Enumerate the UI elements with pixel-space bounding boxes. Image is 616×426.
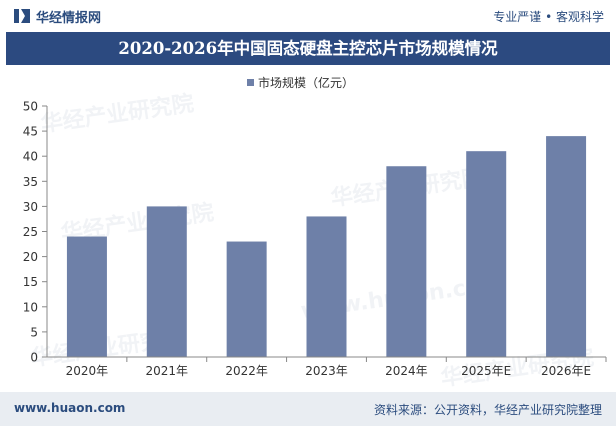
- chart-title: 2020-2026年中国固态硬盘主控芯片市场规模情况: [118, 39, 498, 58]
- y-tick-label: 45: [23, 125, 38, 139]
- bar-chart: 市场规模（亿元） 0 5 10 15 20 25 30 35 40 45 50 2020年 2021年…: [23, 75, 607, 378]
- logo-icon: [14, 9, 30, 23]
- x-tick-label: 2020年: [66, 364, 109, 378]
- x-tick-label: 2023年: [305, 364, 348, 378]
- x-tick-label: 2022年: [225, 364, 268, 378]
- bar: [226, 241, 267, 357]
- x-tick-label: 2024年: [385, 364, 428, 378]
- y-tick-label: 20: [23, 250, 38, 264]
- footer-source: 资料来源：公开资料，华经产业研究院整理: [373, 403, 602, 417]
- x-tick-label: 2021年: [146, 364, 189, 378]
- x-axis: 2020年 2021年 2022年 2023年 2024年 2025年E 2026年E: [47, 356, 607, 378]
- legend-swatch: [247, 79, 254, 86]
- y-tick-label: 35: [23, 175, 38, 189]
- y-tick-label: 10: [23, 300, 38, 314]
- brand-name: 华经情报网: [36, 11, 102, 26]
- y-tick-label: 5: [30, 325, 38, 339]
- bar: [466, 151, 507, 357]
- bar: [546, 136, 587, 357]
- y-tick-label: 50: [23, 100, 38, 114]
- bar: [386, 166, 427, 357]
- bar: [306, 216, 347, 357]
- y-tick-label: 30: [23, 200, 38, 214]
- y-tick-label: 40: [23, 150, 38, 164]
- y-tick-label: 15: [23, 275, 38, 289]
- legend: 市场规模（亿元）: [247, 75, 354, 90]
- y-tick-label: 25: [23, 225, 38, 239]
- legend-label: 市场规模（亿元）: [258, 75, 354, 90]
- y-axis: 0 5 10 15 20 25 30 35 40 45 50: [23, 100, 48, 365]
- bar: [66, 236, 107, 357]
- y-tick-label: 0: [30, 351, 38, 365]
- slogan: 专业严谨 • 客观科学: [493, 10, 604, 24]
- footer-url[interactable]: www.huaon.com: [14, 401, 126, 415]
- x-tick-label: 2026年E: [541, 364, 591, 378]
- bars: [66, 136, 587, 357]
- top-bar: 华经情报网 专业严谨 • 客观科学: [0, 0, 616, 32]
- title-bar: 2020-2026年中国固态硬盘主控芯片市场规模情况: [6, 32, 610, 65]
- x-tick-label: 2025年E: [461, 364, 511, 378]
- footer: www.huaon.com 资料来源：公开资料，华经产业研究院整理: [0, 392, 616, 426]
- bar: [146, 206, 187, 357]
